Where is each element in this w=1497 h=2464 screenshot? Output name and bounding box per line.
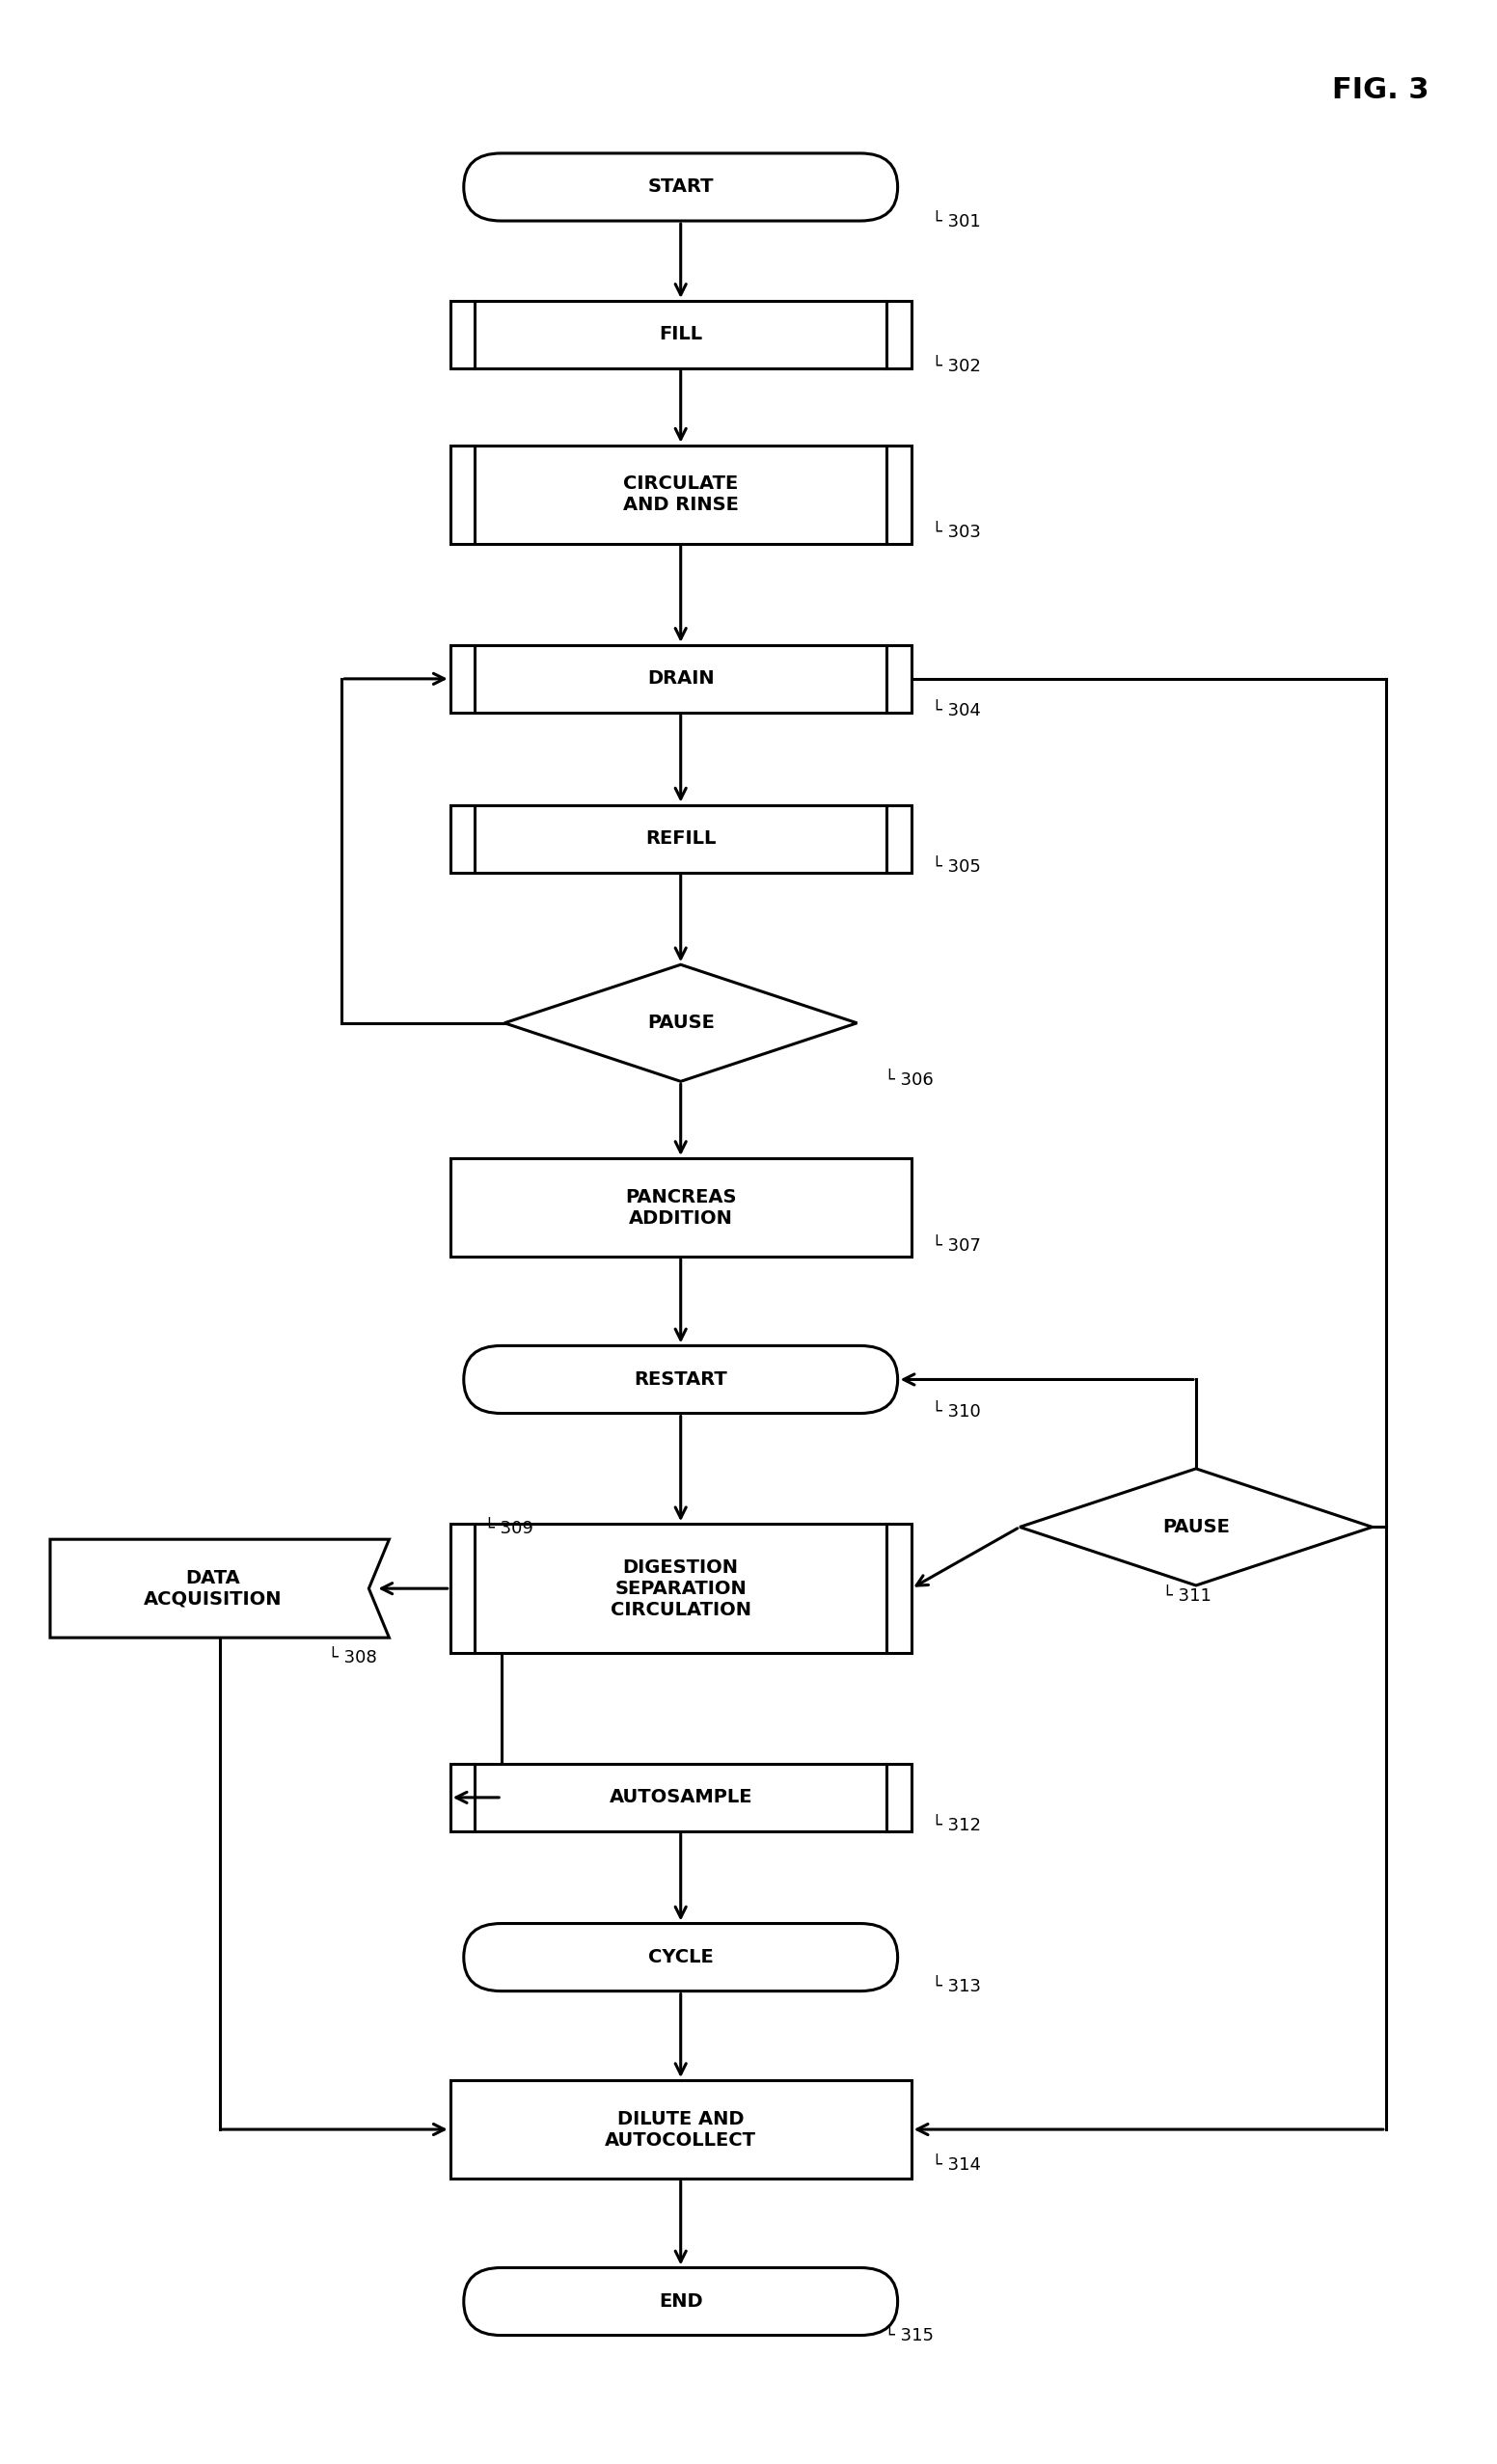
- Text: RESTART: RESTART: [635, 1370, 728, 1390]
- Text: FIG. 3: FIG. 3: [1332, 76, 1428, 103]
- Text: └ 305: └ 305: [931, 857, 981, 875]
- Polygon shape: [1019, 1469, 1373, 1584]
- Text: └ 308: └ 308: [328, 1648, 377, 1666]
- Text: DRAIN: DRAIN: [647, 670, 714, 687]
- Text: PAUSE: PAUSE: [1162, 1518, 1229, 1535]
- Text: └ 315: └ 315: [885, 2328, 933, 2346]
- Bar: [451, 2080, 912, 2178]
- Text: └ 310: └ 310: [931, 1402, 981, 1419]
- Text: └ 306: └ 306: [885, 1072, 933, 1089]
- Text: CYCLE: CYCLE: [648, 1949, 714, 1966]
- Text: AUTOSAMPLE: AUTOSAMPLE: [609, 1789, 753, 1806]
- Text: └ 303: └ 303: [931, 525, 981, 542]
- Text: └ 311: └ 311: [1162, 1587, 1211, 1604]
- Text: └ 309: └ 309: [484, 1520, 533, 1538]
- Text: CIRCULATE
AND RINSE: CIRCULATE AND RINSE: [623, 476, 738, 515]
- Bar: [451, 301, 912, 370]
- Polygon shape: [49, 1540, 389, 1639]
- Text: PAUSE: PAUSE: [647, 1013, 714, 1032]
- FancyBboxPatch shape: [464, 1924, 898, 1991]
- Text: └ 313: └ 313: [931, 1979, 981, 1996]
- Bar: [451, 1523, 912, 1653]
- Text: └ 301: └ 301: [931, 212, 981, 229]
- Text: └ 302: └ 302: [931, 357, 981, 375]
- FancyBboxPatch shape: [464, 153, 898, 222]
- Text: └ 307: └ 307: [931, 1237, 981, 1254]
- Bar: [451, 646, 912, 712]
- Text: END: END: [659, 2292, 702, 2311]
- Bar: [451, 1158, 912, 1257]
- FancyBboxPatch shape: [464, 2267, 898, 2336]
- Text: DILUTE AND
AUTOCOLLECT: DILUTE AND AUTOCOLLECT: [605, 2109, 756, 2149]
- Text: └ 312: └ 312: [931, 1816, 981, 1836]
- Text: START: START: [648, 177, 714, 197]
- Text: └ 314: └ 314: [931, 2156, 981, 2173]
- Text: └ 304: └ 304: [931, 702, 981, 719]
- Text: PANCREAS
ADDITION: PANCREAS ADDITION: [624, 1188, 737, 1227]
- Text: DIGESTION
SEPARATION
CIRCULATION: DIGESTION SEPARATION CIRCULATION: [611, 1557, 751, 1619]
- Text: DATA
ACQUISITION: DATA ACQUISITION: [144, 1570, 281, 1609]
- Text: REFILL: REFILL: [645, 830, 716, 848]
- Bar: [451, 806, 912, 872]
- Bar: [451, 1764, 912, 1831]
- Bar: [451, 446, 912, 545]
- Polygon shape: [504, 963, 856, 1082]
- FancyBboxPatch shape: [464, 1345, 898, 1414]
- Text: FILL: FILL: [659, 325, 702, 345]
